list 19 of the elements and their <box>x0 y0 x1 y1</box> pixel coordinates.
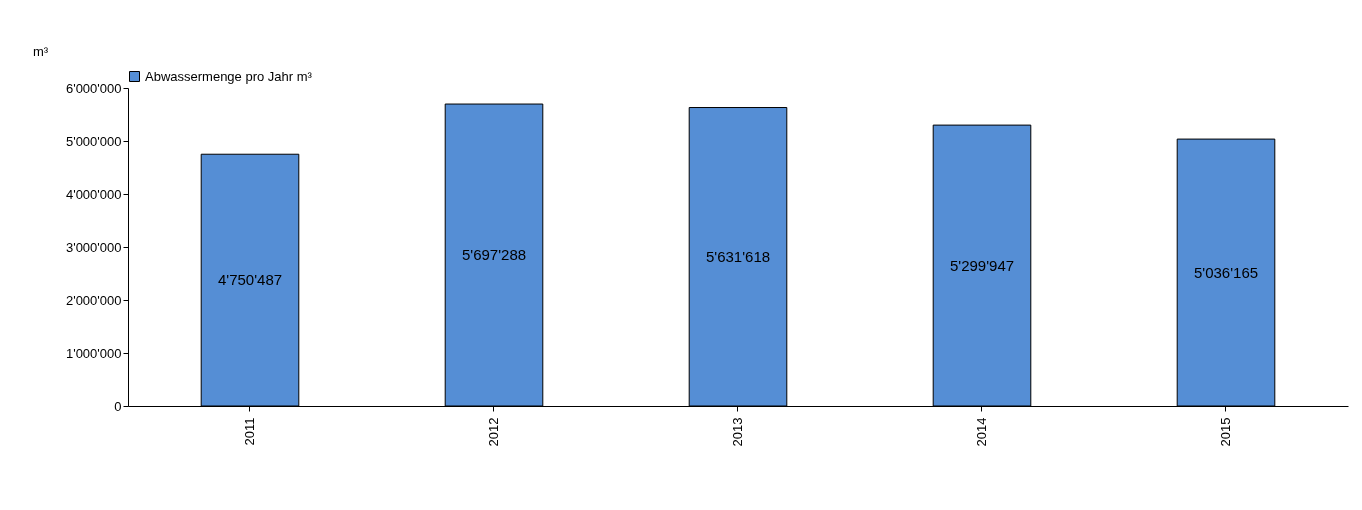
x-tick-label: 2015 <box>1218 417 1233 447</box>
x-tick-label: 2011 <box>242 417 257 446</box>
x-tick-label: 2013 <box>730 417 745 447</box>
y-tick-label: 0 <box>114 398 122 414</box>
y-tick-label: 6'000'000 <box>65 80 122 96</box>
y-axis-title: m³ <box>32 43 49 59</box>
data-label: 5'036'165 <box>1193 263 1259 281</box>
x-tick-label: 2012 <box>486 417 501 447</box>
data-label: 5'631'618 <box>705 247 771 265</box>
y-tick-label: 1'000'000 <box>65 345 122 361</box>
legend-label: Abwassermenge pro Jahr m³ <box>145 68 313 84</box>
data-label: 5'299'947 <box>949 256 1015 274</box>
data-label: 4'750'487 <box>217 271 283 289</box>
y-tick-label: 2'000'000 <box>65 292 122 308</box>
x-tick-label: 2014 <box>974 417 989 447</box>
y-tick-label: 3'000'000 <box>65 239 122 255</box>
data-label: 5'697'288 <box>461 246 527 264</box>
y-tick-label: 5'000'000 <box>65 133 122 149</box>
y-tick-label: 4'000'000 <box>65 186 122 202</box>
